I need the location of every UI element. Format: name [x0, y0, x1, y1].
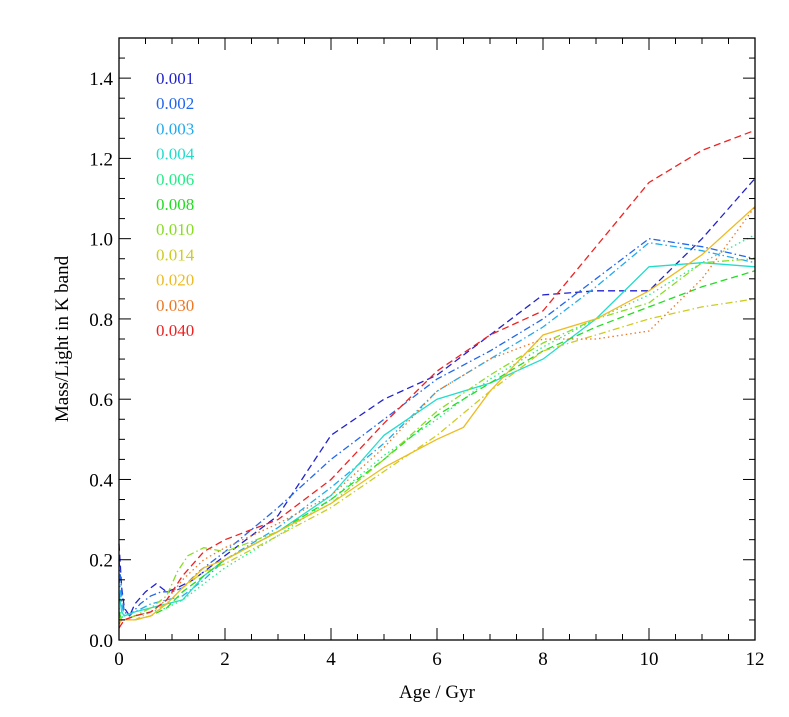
series-line-4 [118, 234, 756, 621]
legend-entry-0.003: 0.003 [156, 119, 194, 138]
series-line-1 [118, 238, 756, 617]
series-line-0 [118, 178, 756, 618]
series-line-6 [118, 258, 756, 621]
y-tick-label: 1.4 [89, 69, 113, 90]
legend-entry-0.002: 0.002 [156, 94, 194, 113]
x-tick-label: 2 [220, 649, 230, 670]
series-line-7 [119, 298, 756, 621]
y-tick-label: 0.4 [89, 470, 113, 491]
series-line-2 [118, 242, 756, 617]
series-line-9 [118, 206, 756, 625]
y-tick-label: 0.0 [89, 631, 113, 652]
series-line-10 [118, 129, 756, 629]
y-tick-label: 1.0 [89, 230, 113, 251]
legend-entry-0.008: 0.008 [156, 195, 194, 214]
y-tick-label: 0.8 [89, 310, 113, 331]
x-tick-label: 10 [640, 649, 659, 670]
legend: 0.001 0.002 0.003 0.004 0.006 0.008 0.010 0.014… [156, 69, 195, 340]
legend-entry-0.006: 0.006 [156, 170, 194, 189]
legend-entry-0.010: 0.010 [156, 220, 194, 239]
y-tick-label: 1.2 [89, 149, 113, 170]
x-tick-label: 6 [432, 649, 442, 670]
ticks-layer: 0 2 4 6 8 10 12 0.0 0.2 0.4 0.6 0.8 1.0 1.2 1.4 [89, 37, 765, 670]
x-tick-label: 8 [538, 649, 548, 670]
legend-entry-0.004: 0.004 [156, 145, 195, 164]
x-tick-label: 0 [114, 649, 124, 670]
x-axis-label: Age / Gyr [399, 682, 476, 703]
series-layer [118, 129, 756, 629]
y-tick-label: 0.6 [89, 390, 113, 411]
x-tick-label: 4 [326, 649, 336, 670]
series-line-8 [118, 206, 756, 625]
y-axis-label: Mass/Light in K band [52, 255, 73, 422]
legend-entry-0.001: 0.001 [156, 69, 194, 88]
legend-entry-0.014: 0.014 [156, 245, 195, 264]
legend-entry-0.030: 0.030 [156, 296, 194, 315]
legend-entry-0.020: 0.020 [156, 271, 194, 290]
x-tick-label: 12 [746, 649, 765, 670]
legend-entry-0.040: 0.040 [156, 321, 194, 340]
y-tick-label: 0.2 [89, 551, 113, 572]
